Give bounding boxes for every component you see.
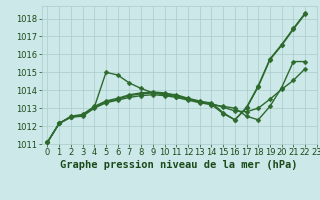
X-axis label: Graphe pression niveau de la mer (hPa): Graphe pression niveau de la mer (hPa) [60, 160, 298, 170]
